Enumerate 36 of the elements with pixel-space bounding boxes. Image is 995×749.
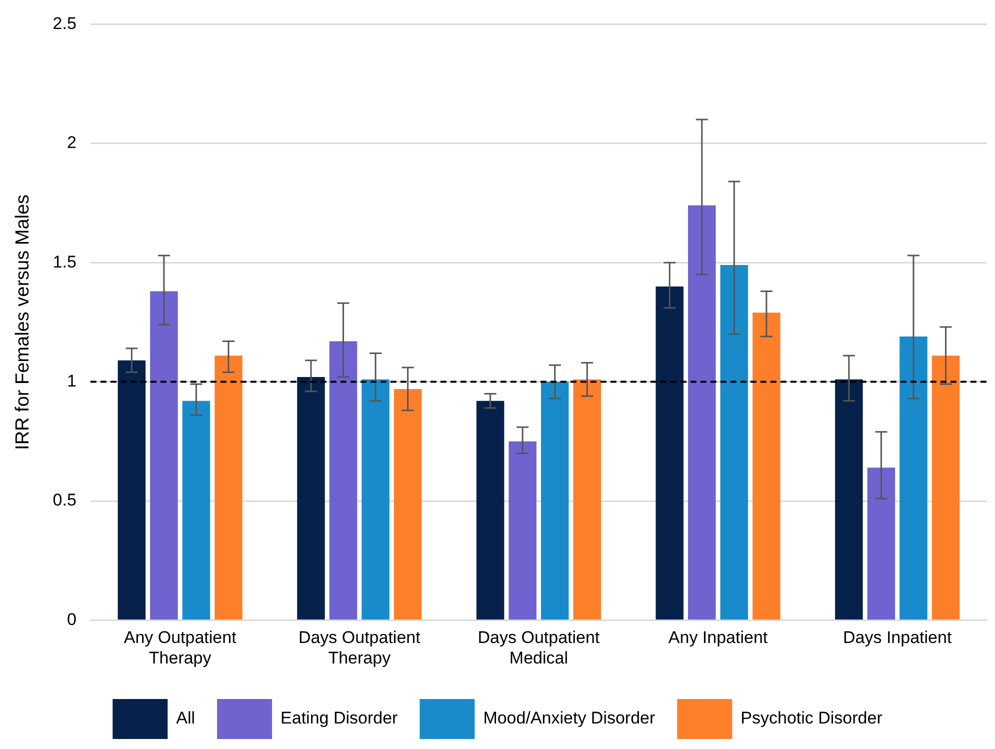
bar (214, 356, 242, 620)
bar (329, 341, 358, 620)
y-tick-label: 2 (66, 133, 76, 152)
x-tick-label: Days Outpatient Therapy (298, 628, 421, 668)
bar (573, 379, 602, 620)
y-tick-label: 1 (66, 371, 76, 390)
bar (297, 377, 325, 620)
x-tick-label: Days Outpatient Medical (478, 628, 600, 668)
y-axis-title: IRR for Females versus Males (12, 194, 34, 450)
legend-label: Psychotic Disorder (740, 708, 883, 728)
bar (867, 468, 896, 620)
bar (150, 291, 178, 620)
x-tick-label: Days Inpatient (843, 628, 952, 648)
bar (362, 379, 390, 620)
bar (720, 264, 748, 620)
x-tick-label: Any Inpatient (668, 628, 768, 648)
y-tick-label: 1.5 (52, 252, 76, 272)
bar (540, 382, 569, 620)
bar (688, 205, 716, 620)
y-tick-label: 2.5 (52, 14, 76, 33)
bar (835, 379, 863, 620)
legend-label: Mood/Anxiety Disorder (483, 708, 656, 728)
bar (932, 356, 960, 620)
x-tick-label: Any Outpatient Therapy (124, 628, 237, 668)
bar (182, 400, 210, 620)
bar (508, 441, 536, 620)
legend-label: Eating Disorder (280, 708, 398, 728)
bar (118, 360, 146, 620)
bar (476, 400, 504, 620)
bar (394, 388, 422, 620)
bar (656, 286, 684, 620)
bar (900, 336, 928, 620)
bar (752, 312, 780, 620)
y-tick-label: 0.5 (52, 490, 76, 510)
legend-label: All (176, 708, 196, 728)
y-tick-label: 0 (66, 610, 76, 629)
